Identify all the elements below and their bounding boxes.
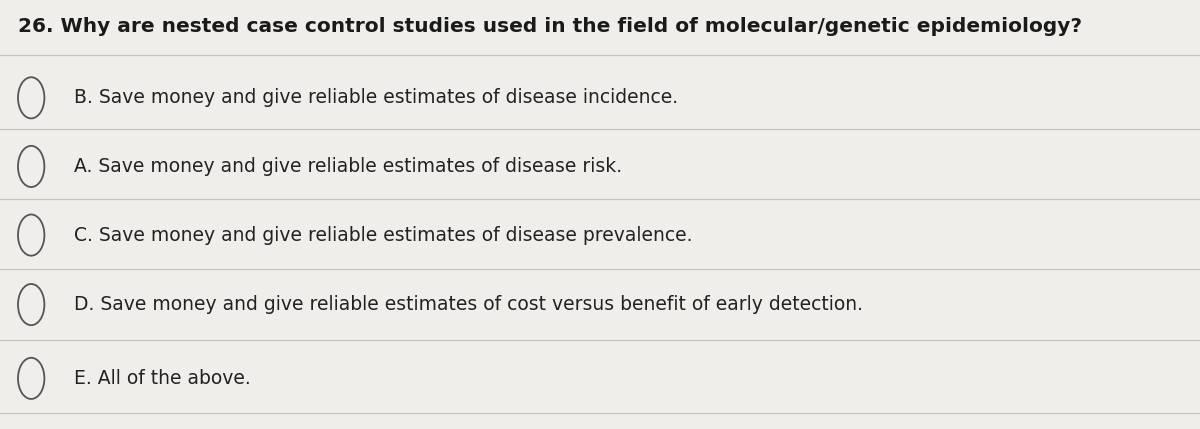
Text: A. Save money and give reliable estimates of disease risk.: A. Save money and give reliable estimate… (74, 157, 623, 176)
Text: B. Save money and give reliable estimates of disease incidence.: B. Save money and give reliable estimate… (74, 88, 678, 107)
Text: C. Save money and give reliable estimates of disease prevalence.: C. Save money and give reliable estimate… (74, 226, 692, 245)
Text: E. All of the above.: E. All of the above. (74, 369, 251, 388)
Text: D. Save money and give reliable estimates of cost versus benefit of early detect: D. Save money and give reliable estimate… (74, 295, 864, 314)
Text: 26. Why are nested case control studies used in the field of molecular/genetic e: 26. Why are nested case control studies … (18, 17, 1082, 36)
